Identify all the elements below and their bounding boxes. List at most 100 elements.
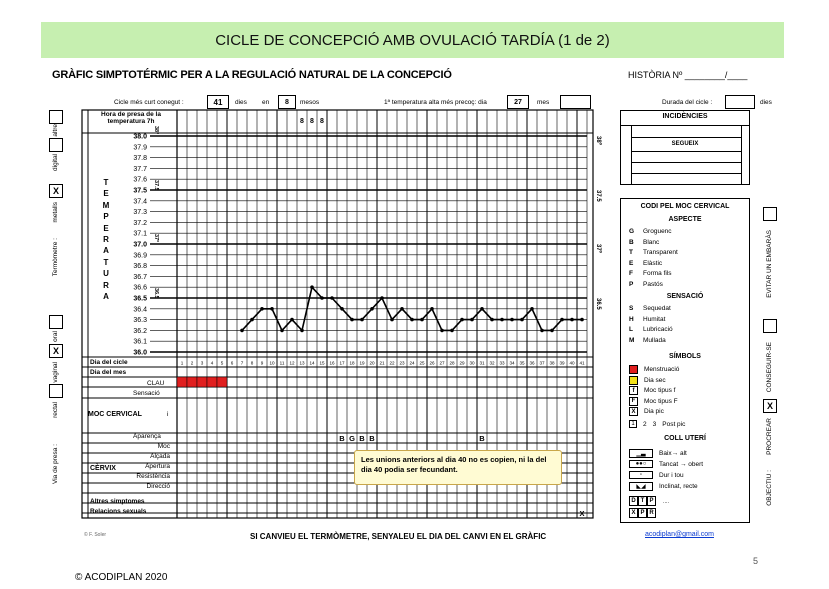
simbol-swatch (629, 365, 638, 374)
temp-tick-label: 36.7 (133, 274, 147, 281)
aspecte-item: E Elàstic (629, 260, 662, 267)
temp-tick-label: 37.1 (133, 231, 147, 238)
temperature-point (350, 317, 354, 322)
label-objectiu: OBJECTIU : (766, 470, 773, 506)
mesos-value[interactable]: 8 (278, 95, 296, 109)
day-number: 31 (479, 361, 485, 366)
aspecte-item-text: Pastós (643, 280, 663, 288)
temp-value[interactable]: 27 (507, 95, 529, 109)
email-link[interactable]: acodiplan@gmail.com (645, 531, 714, 538)
coll-letter: D (629, 496, 638, 506)
postpic-1: 1 (629, 420, 637, 428)
checkbox-rectal[interactable] (49, 384, 63, 398)
day-number: 5 (221, 361, 224, 366)
aspecte-item-text: Transparent (643, 249, 678, 256)
day-number: 9 (261, 361, 264, 366)
aparenca-mark: B (339, 434, 345, 443)
label-altre: altre (52, 124, 59, 137)
sensacio-item-code: S (629, 305, 634, 312)
cicle-value[interactable]: 41 (207, 95, 229, 109)
segueix-label: SEGUEIX (671, 141, 699, 147)
temperature-point (330, 296, 334, 300)
simbol-swatch: F (629, 396, 638, 406)
day-number: 30 (469, 361, 475, 366)
checkbox-evitar[interactable] (763, 207, 777, 221)
temperature-point (570, 317, 574, 322)
day-number: 23 (399, 361, 405, 366)
coll-item: ●●○ Tancat → obert (629, 460, 703, 468)
en-label: en (262, 99, 270, 106)
temperatura-letter: M (102, 200, 110, 210)
simbol-swatch (629, 375, 638, 385)
simbol-item: Menstruació (629, 365, 679, 374)
day-number: 14 (309, 361, 315, 366)
day-number: 36 (529, 361, 535, 366)
cervix-label: CÈRVIX (90, 465, 116, 472)
day-number: 1 (181, 361, 184, 366)
menstruation-cell (176, 376, 188, 388)
temperature-point (370, 307, 374, 311)
left-temp-mark: 38º (153, 126, 159, 134)
checkbox-procrear[interactable]: X (763, 399, 777, 413)
sensacio-label: Sensació (133, 390, 160, 397)
day-number: 11 (280, 361, 285, 366)
aspecte-item-code: E (629, 259, 634, 267)
temperature-point (510, 317, 514, 322)
temperature-point (270, 307, 274, 311)
temperature-point (420, 317, 424, 322)
legend-simbols: SÍMBOLS (669, 353, 701, 360)
day-number: 39 (559, 361, 565, 366)
dia-mes-label: Dia del mes (90, 369, 127, 376)
menstruation-cell (186, 376, 198, 388)
left-temp-mark: 37º (153, 234, 159, 242)
right-temp-mark: 38º (595, 136, 601, 146)
day-number: 37 (539, 361, 545, 366)
checkbox-conseguir[interactable] (763, 319, 777, 333)
temperature-point (310, 285, 314, 290)
day-number: 6 (231, 361, 234, 366)
day-number: 18 (349, 361, 355, 366)
temperature-point (530, 307, 534, 311)
legend-coll: COLL UTERÍ (664, 435, 706, 442)
durada-box[interactable] (725, 95, 755, 109)
simbol-text: Dia pic (644, 408, 664, 415)
day-number: 13 (299, 361, 305, 366)
aparenca-mark: B (369, 434, 375, 443)
checkbox-digital[interactable] (49, 138, 63, 152)
sensacio-item-text: Lubricació (643, 326, 673, 333)
label-oral: oral (52, 331, 59, 342)
coll-glyph-icon: ▫ (629, 471, 653, 479)
footer-note: SI CANVIEU EL TERMÒMETRE, SENYALEU EL DI… (250, 532, 547, 541)
simbol-item: f Moc tipus f (629, 386, 675, 395)
temperature-point (250, 317, 254, 322)
simbol-item: F Moc tipus F (629, 396, 678, 406)
temperatura-letter: R (103, 280, 109, 290)
simbol-item: Dia sec (629, 375, 666, 385)
checkbox-oral[interactable] (49, 315, 63, 329)
checkbox-metalls[interactable]: X (49, 184, 63, 198)
historia-field[interactable]: HISTÒRIA Nº ________/____ (628, 70, 748, 80)
day-number: 35 (519, 361, 525, 366)
day-number: 22 (389, 361, 395, 366)
mes-box[interactable] (560, 95, 591, 109)
label-termometre: Termòmetre : (52, 238, 59, 277)
hora-mark: 8 (310, 118, 314, 125)
day-number: 3 (201, 361, 204, 366)
checkbox-vaginal[interactable]: X (49, 344, 63, 358)
incidencies-panel[interactable]: INCIDÈNCIES SEGUEIX (620, 110, 750, 185)
checkbox-altre[interactable] (49, 110, 63, 124)
label-rectal: rectal (52, 402, 59, 418)
temp-tick-label: 37.4 (133, 198, 147, 205)
day-number: 2 (191, 361, 194, 366)
day-number: 28 (449, 361, 455, 366)
coll-dots: .... (663, 499, 670, 505)
right-temp-mark: 36.5 (595, 298, 601, 310)
day-number: 33 (499, 361, 505, 366)
temperatura-letter: E (103, 189, 109, 199)
postpic-text: Post pic (662, 420, 686, 428)
day-number: 4 (211, 361, 214, 366)
sensacio-item: H Humitat (629, 316, 665, 323)
temperature-point (430, 307, 434, 311)
coll-letter: P (638, 508, 647, 518)
